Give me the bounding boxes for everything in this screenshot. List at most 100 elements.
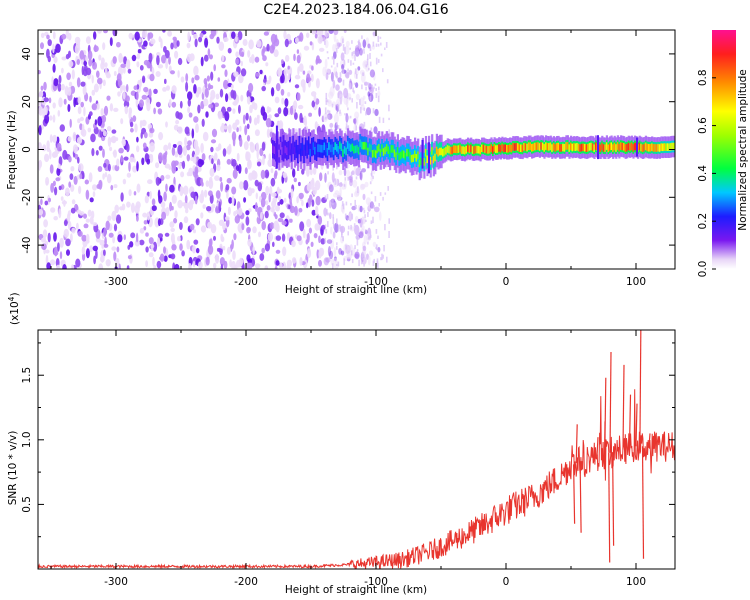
noise-blob [58,97,63,108]
noise-blob [207,83,211,91]
noise-blob [223,31,227,38]
noise-blob [163,246,166,254]
noise-blob [211,204,216,209]
noise-streak [373,86,375,90]
noise-blob [95,150,99,156]
noise-blob [149,142,155,153]
y-tick-label: 1.0 [21,431,33,448]
noise-blob [244,167,248,175]
noise-blob [269,222,275,230]
noise-blob [291,257,297,264]
noise-blob [168,99,172,107]
noise-blob [153,88,158,94]
noise-blob [201,153,206,161]
noise-blob [92,245,99,252]
noise-blob [38,125,42,136]
signal-core [574,143,577,151]
noise-blob [169,201,173,212]
noise-blob [38,90,44,98]
noise-blob [161,211,167,220]
noise-streak [379,36,382,39]
noise-blob [79,123,83,131]
noise-blob [53,232,57,242]
noise-blob [107,71,110,78]
noise-blob [165,121,168,128]
signal-core [573,143,576,151]
noise-blob [139,239,145,246]
noise-blob [208,190,213,197]
signal-core [520,144,523,152]
noise-blob [236,259,242,268]
noise-blob [217,110,223,120]
noise-blob [259,253,265,261]
noise-blob [148,237,154,245]
noise-blob [301,199,304,207]
noise-blob [65,187,70,197]
signal-core [459,144,462,153]
noise-blob [263,31,269,36]
signal-core [353,145,356,154]
noise-blob [76,209,82,214]
noise-blob [98,54,102,61]
signal-core [362,142,365,150]
noise-blob [275,249,281,254]
noise-blob [93,83,99,93]
signal-core [289,142,292,150]
noise-blob [191,77,195,84]
noise-streak [371,84,373,91]
signal-core [406,148,409,157]
noise-blob [158,132,164,141]
noise-blob [298,192,304,200]
noise-blob [74,36,81,45]
noise-blob [318,107,321,117]
noise-blob [209,167,215,177]
signal-core [343,146,346,154]
noise-streak [332,217,335,224]
noise-blob [66,72,71,81]
signal-streak [275,125,278,169]
noise-blob [311,100,316,108]
noise-blob [347,245,352,252]
noise-blob [277,201,281,207]
signal-core [462,146,465,154]
noise-blob [49,149,52,160]
noise-streak [374,83,377,86]
signal-core [432,155,435,164]
signal-core [331,144,334,152]
signal-core [342,149,345,157]
noise-blob [153,107,157,115]
noise-blob [328,30,334,34]
noise-blob [263,78,267,83]
noise-blob [294,112,298,120]
y-tick-label: -40 [21,237,33,254]
noise-blob [145,246,149,253]
noise-blob [235,210,239,215]
signal-core [470,144,473,153]
noise-streak [351,40,353,44]
noise-blob [209,54,213,60]
noise-blob [145,154,150,160]
signal-core [442,148,445,157]
noise-blob [254,179,259,187]
noise-blob [191,30,195,36]
noise-blob [211,158,214,165]
noise-blob [218,143,222,151]
signal-core [454,145,457,154]
noise-blob [171,163,177,174]
noise-blob [287,72,291,81]
noise-streak [343,258,345,266]
noise-blob [49,134,53,143]
noise-blob [361,168,366,173]
noise-blob [372,241,377,248]
noise-streak [363,48,365,52]
noise-blob [82,85,87,96]
noise-blob [158,152,163,162]
noise-streak [377,35,380,42]
signal-core [295,145,298,153]
noise-blob [355,116,359,126]
noise-blob [135,201,141,209]
noise-blob [245,210,250,216]
noise-blob [303,115,307,126]
noise-streak [325,116,327,120]
noise-streak [345,244,347,250]
